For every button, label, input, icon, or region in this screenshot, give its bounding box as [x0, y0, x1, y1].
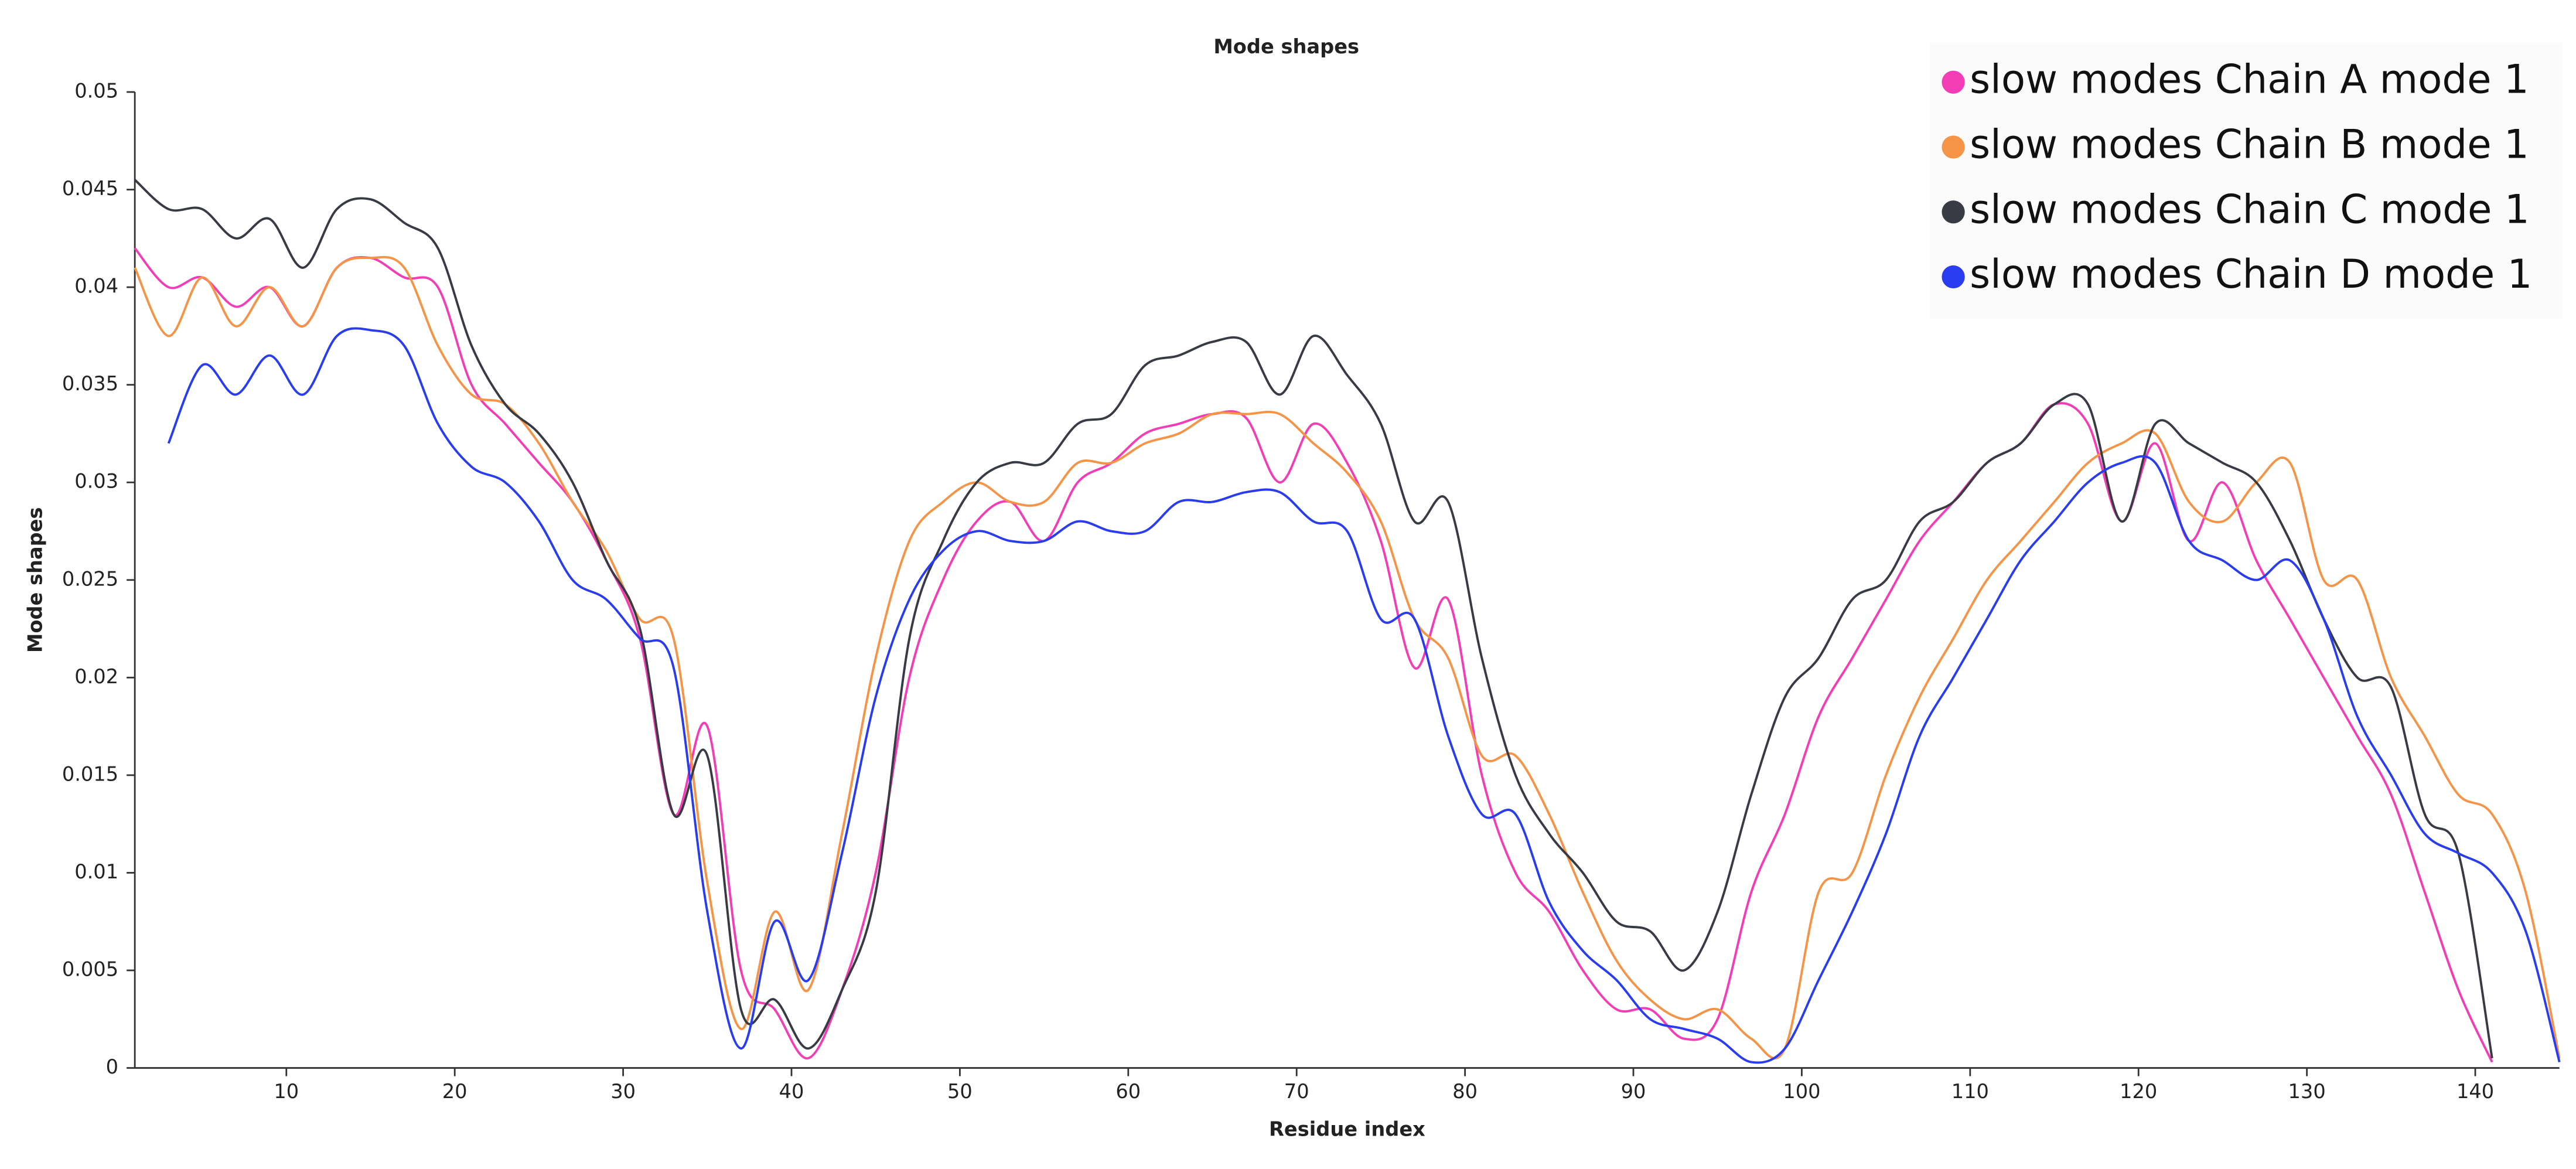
y-tick-label: 0.02 — [74, 665, 118, 688]
legend-marker — [1942, 265, 1965, 289]
y-tick-label: 0 — [106, 1055, 118, 1078]
series-line — [167, 327, 2561, 1064]
x-tick-label: 40 — [779, 1080, 804, 1103]
y-tick-label: 0.045 — [62, 177, 118, 200]
legend-marker — [1942, 200, 1965, 224]
x-tick-label: 100 — [1783, 1080, 1820, 1103]
x-tick-label: 60 — [1115, 1080, 1141, 1103]
x-tick-label: 80 — [1452, 1080, 1478, 1103]
y-tick-label: 0.03 — [74, 470, 118, 493]
x-tick-label: 140 — [2456, 1080, 2494, 1103]
x-axis-label: Residue index — [1269, 1118, 1425, 1141]
legend-label: slow modes Chain D mode 1 — [1970, 251, 2532, 297]
legend-label: slow modes Chain C mode 1 — [1970, 186, 2530, 232]
x-tick-label: 110 — [1951, 1080, 1989, 1103]
y-tick-label: 0.005 — [62, 958, 118, 981]
x-tick-label: 90 — [1621, 1080, 1646, 1103]
x-tick-label: 120 — [2120, 1080, 2157, 1103]
y-tick-label: 0.04 — [74, 275, 118, 298]
legend-box — [1930, 42, 2563, 319]
legend-marker — [1942, 135, 1965, 159]
chart-title: Mode shapes — [1213, 35, 1359, 58]
x-tick-label: 30 — [610, 1080, 636, 1103]
legend-label: slow modes Chain B mode 1 — [1970, 121, 2529, 167]
legend-label: slow modes Chain A mode 1 — [1970, 57, 2529, 103]
y-tick-label: 0.01 — [74, 860, 118, 883]
x-tick-label: 70 — [1284, 1080, 1309, 1103]
legend: slow modes Chain A mode 1 slow modes Chai… — [1930, 42, 2563, 319]
y-tick-label: 0.05 — [74, 80, 118, 103]
legend-marker — [1942, 70, 1965, 94]
y-tick-label: 0.025 — [62, 567, 118, 590]
series-line — [134, 247, 2493, 1063]
y-tick-label: 0.015 — [62, 762, 118, 785]
x-tick-label: 50 — [947, 1080, 973, 1103]
x-tick-label: 20 — [442, 1080, 468, 1103]
x-tick-label: 10 — [274, 1080, 299, 1103]
x-tick-label: 130 — [2288, 1080, 2326, 1103]
series-line — [134, 179, 2493, 1059]
y-axis-label: Mode shapes — [23, 507, 46, 653]
y-tick-label: 0.035 — [62, 372, 118, 395]
series-line — [134, 255, 2561, 1059]
